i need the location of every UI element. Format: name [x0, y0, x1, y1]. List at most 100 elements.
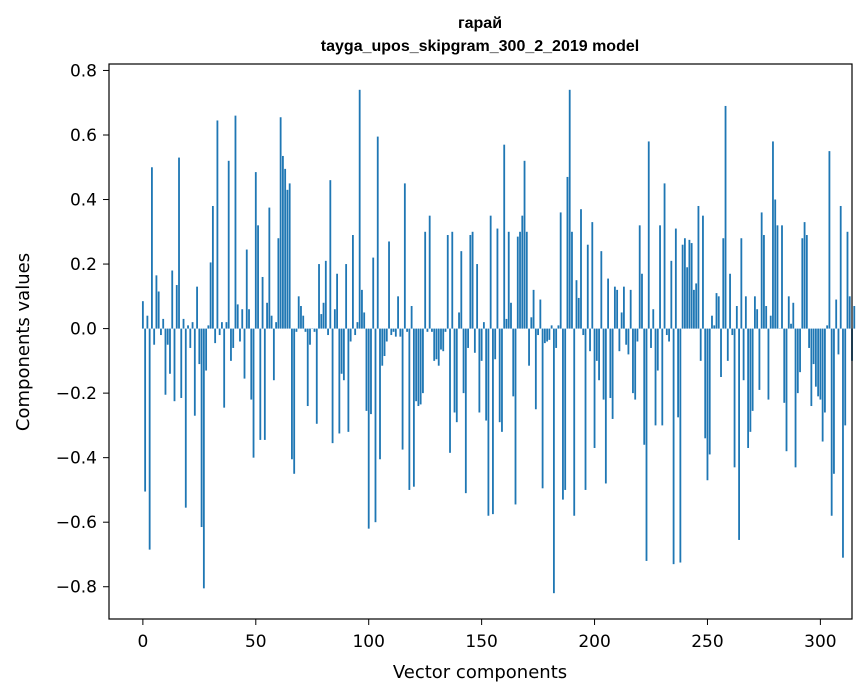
bar	[767, 328, 770, 400]
bar	[814, 328, 817, 387]
bar	[309, 328, 311, 345]
bar	[379, 328, 381, 460]
bar	[284, 168, 287, 329]
bar	[717, 296, 720, 329]
bar	[275, 322, 278, 329]
bar	[613, 286, 616, 329]
bar	[742, 328, 745, 381]
bar	[647, 141, 650, 329]
bar	[501, 328, 503, 432]
bar	[383, 328, 386, 357]
bar	[656, 328, 659, 371]
bar	[193, 328, 196, 416]
bar	[810, 328, 813, 407]
bar	[589, 328, 591, 352]
bar	[403, 183, 406, 329]
bar	[566, 176, 569, 329]
bar	[189, 328, 192, 348]
y-tick-label: −0.2	[56, 384, 97, 404]
bar	[532, 289, 535, 329]
bar	[523, 160, 526, 329]
chart-subtitle: tayga_upos_skipgram_300_2_2019 model	[321, 38, 639, 55]
bar	[577, 297, 580, 329]
bar	[661, 328, 664, 426]
bar	[399, 328, 402, 337]
bar	[677, 328, 680, 418]
bar	[808, 328, 810, 348]
y-tick-label: −0.8	[56, 578, 97, 598]
bar	[469, 235, 472, 329]
bar	[695, 283, 698, 329]
x-axis-ticks: 0 50 100 150 200 250 300	[137, 619, 837, 652]
bar	[774, 199, 777, 329]
bar	[837, 328, 840, 355]
bar	[347, 328, 350, 432]
bar	[230, 328, 232, 361]
bar	[783, 328, 786, 403]
bar	[408, 328, 411, 490]
bar	[209, 262, 212, 329]
bar	[652, 309, 655, 329]
y-tick-label: −0.4	[56, 449, 97, 469]
bar	[575, 280, 578, 329]
bar	[313, 328, 316, 332]
plot-frame	[108, 63, 853, 620]
bar	[702, 215, 704, 329]
bar	[602, 328, 605, 400]
bar	[487, 328, 490, 516]
bar	[848, 296, 851, 329]
bar	[460, 251, 463, 329]
bar	[731, 328, 734, 336]
bar	[266, 302, 268, 329]
bar	[394, 328, 397, 337]
bar	[747, 328, 750, 448]
bar	[618, 328, 621, 352]
bar	[674, 228, 677, 329]
y-tick-label: −0.6	[56, 513, 97, 533]
bar	[580, 209, 582, 329]
bar	[302, 315, 305, 329]
bar	[528, 328, 530, 366]
bar	[519, 231, 521, 329]
bar	[148, 328, 151, 550]
bar	[722, 238, 725, 329]
bar	[277, 238, 280, 329]
bar	[828, 151, 831, 329]
bar	[765, 306, 768, 329]
bar	[218, 328, 221, 336]
bar	[801, 238, 804, 329]
bar	[146, 315, 149, 329]
bar	[842, 328, 844, 558]
bar	[711, 315, 713, 329]
bar	[412, 328, 415, 487]
bar	[241, 309, 244, 329]
bar	[363, 312, 366, 329]
bar	[715, 293, 718, 329]
bar	[236, 304, 239, 329]
bar	[392, 328, 395, 332]
bar	[496, 228, 499, 329]
bar	[516, 236, 519, 329]
bar	[449, 328, 451, 453]
x-tick-label: 50	[245, 632, 267, 652]
bar	[830, 328, 833, 516]
bar	[153, 328, 156, 345]
bar	[557, 325, 560, 329]
bar	[227, 160, 230, 329]
bar	[297, 296, 300, 329]
bar	[510, 302, 512, 329]
bar	[636, 328, 639, 342]
bar	[785, 328, 788, 452]
bar	[157, 291, 160, 329]
bar	[349, 328, 352, 342]
bar	[221, 322, 223, 329]
bar	[760, 212, 763, 329]
bar	[611, 328, 614, 419]
bar	[214, 328, 217, 344]
bar	[333, 309, 336, 329]
bar	[593, 328, 596, 448]
bar	[340, 328, 343, 374]
bar	[787, 296, 790, 329]
bar	[812, 328, 815, 365]
